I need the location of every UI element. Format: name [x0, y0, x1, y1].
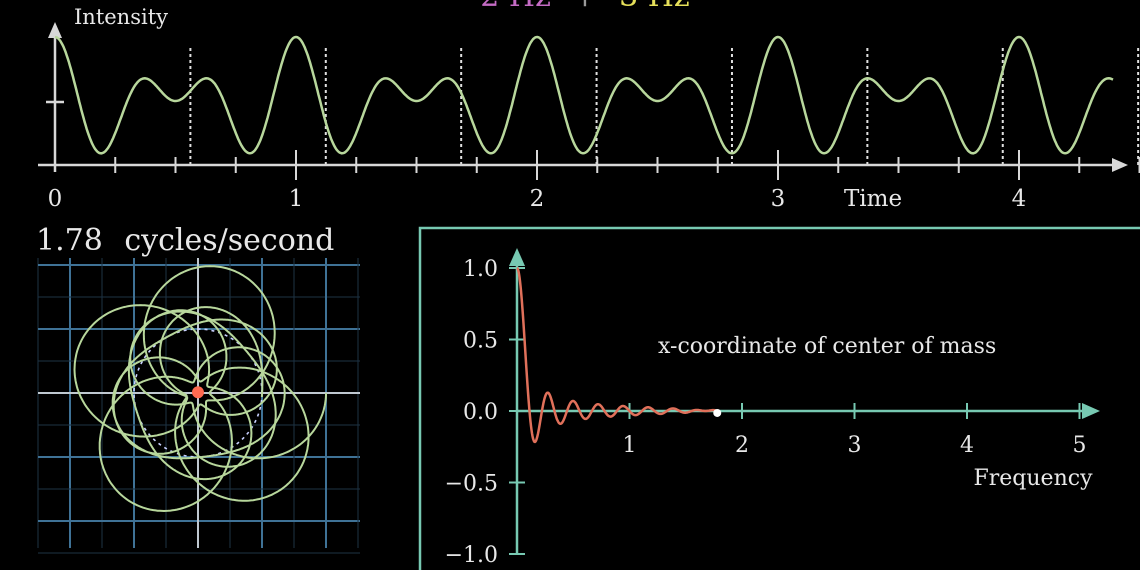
frequency-axis-arrow-icon	[1082, 403, 1100, 419]
title-2hz: 2 Hz	[480, 0, 551, 14]
series-label: x-coordinate of center of mass	[658, 334, 996, 359]
time-tick-labels: 0 1 2 3 4	[48, 186, 1027, 212]
frequency-tick-label: 2	[735, 433, 749, 458]
frequency-tick-label: 1	[623, 433, 637, 458]
value-tick-label: 0.5	[463, 329, 498, 354]
value-tick-label: −0.5	[445, 472, 498, 497]
value-axis-arrow-icon	[509, 248, 525, 266]
value-tick-label: 1.0	[463, 257, 498, 282]
title-plus: +	[572, 0, 597, 14]
time-tick-label: 4	[1012, 186, 1027, 212]
title: 2 Hz + 3 Hz	[480, 0, 689, 14]
signal-curve	[54, 35, 1114, 155]
wound-signal-curve	[73, 265, 327, 513]
current-frequency-dot	[713, 408, 722, 417]
time-tick-label: 0	[48, 186, 63, 212]
time-tick-label: 2	[530, 186, 545, 212]
frequency-tick-label: 3	[848, 433, 862, 458]
frequency-label: Frequency	[974, 466, 1094, 491]
frequency-panel-border	[418, 226, 1140, 570]
frequency-tick-label: 5	[1073, 433, 1087, 458]
time-axis-arrow-icon	[1112, 158, 1128, 172]
frequency-tick-label: 4	[960, 433, 974, 458]
frequency-plot: 1 2 3 4 5 1.0 0.5 0.0 −0.5 −1.0 x-coordinate of c…	[418, 226, 1140, 570]
intensity-label: Intensity	[74, 5, 168, 29]
title-3hz: 3 Hz	[619, 0, 690, 14]
intensity-axis-arrow-icon	[48, 22, 62, 38]
winding-frequency-unit: cycles/second	[124, 223, 334, 258]
frequency-axes: 1 2 3 4 5 1.0 0.5 0.0 −0.5 −1.0	[445, 248, 1100, 568]
time-label: Time	[844, 186, 902, 212]
value-tick-label: −1.0	[445, 543, 498, 568]
time-tick-label: 1	[289, 186, 304, 212]
winding-frequency-label: 1.78 cycles/second	[36, 223, 334, 258]
winding-graph: 1.78 cycles/second	[36, 223, 360, 554]
center-of-mass-x-curve	[516, 266, 718, 444]
winding-frequency-value: 1.78	[36, 223, 103, 258]
signal-chart: Intensity Time 0 1 2 3 4	[38, 5, 1140, 212]
center-of-mass-dot	[191, 386, 204, 399]
time-tick-label: 3	[771, 186, 786, 212]
winding-period-markers	[189, 48, 1140, 165]
value-tick-label: 0.0	[463, 400, 498, 425]
